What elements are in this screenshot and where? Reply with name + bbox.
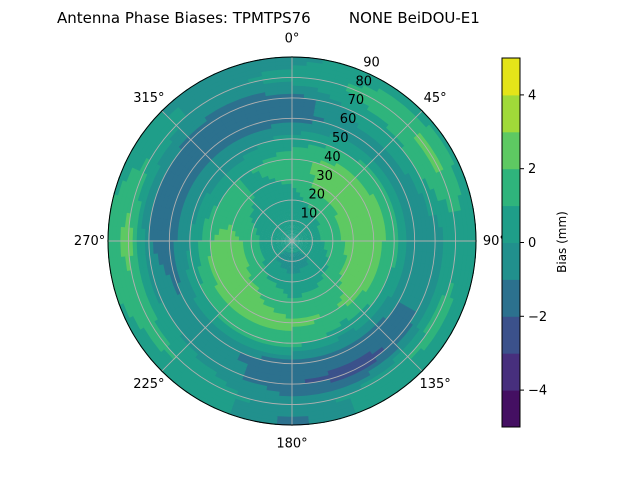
- polar-grid: [108, 57, 476, 425]
- colorbar-tick-label: 4: [528, 88, 536, 103]
- colorbar-band: [502, 243, 520, 280]
- theta-tick-label: 315°: [133, 91, 164, 106]
- r-tick-label: 20: [309, 188, 326, 203]
- r-tick-label: 90: [363, 55, 380, 70]
- colorbar-band: [502, 132, 520, 169]
- theta-tick-label: 225°: [133, 377, 164, 392]
- colorbar-band: [502, 390, 520, 427]
- r-tick-label: 60: [340, 112, 357, 127]
- colorbar-band: [502, 316, 520, 353]
- colorbar-band: [502, 95, 520, 132]
- colorbar-tick-label: 2: [528, 162, 536, 177]
- r-tick-label: 50: [332, 131, 349, 146]
- colorbar-band: [502, 279, 520, 316]
- colorbar-tick-label: −2: [528, 310, 547, 325]
- colorbar: −4 −2 0 2 4: [502, 58, 547, 428]
- r-tick-label: 30: [316, 169, 333, 184]
- theta-tick-label: 135°: [419, 377, 450, 392]
- r-tick-label: 70: [348, 93, 365, 108]
- colorbar-label: Bias (mm): [555, 211, 569, 273]
- colorbar-band: [502, 58, 520, 95]
- colorbar-band: [502, 353, 520, 390]
- colorbar-tick-label: −4: [528, 384, 547, 399]
- r-tick-label: 10: [301, 207, 318, 222]
- r-tick-label: 40: [324, 150, 341, 165]
- r-tick-label: 80: [355, 74, 372, 89]
- theta-tick-label: 180°: [276, 436, 307, 451]
- theta-tick-label: 45°: [424, 91, 447, 106]
- colorbar-band: [502, 206, 520, 243]
- theta-tick-label: 0°: [285, 32, 300, 47]
- theta-tick-label: 270°: [74, 234, 105, 249]
- colorbar-tick-label: 0: [528, 236, 536, 251]
- chart-title: Antenna Phase Biases: TPMTPS76 NONE BeiD…: [57, 9, 480, 27]
- colorbar-band: [502, 169, 520, 206]
